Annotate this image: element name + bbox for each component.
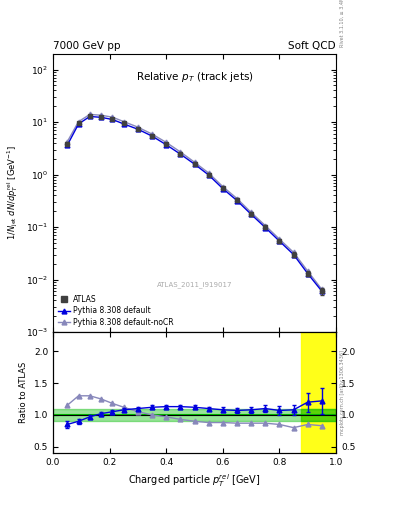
Text: Rivet 3.1.10, ≥ 3.4M events: Rivet 3.1.10, ≥ 3.4M events	[340, 0, 345, 47]
Text: mcplots.cern.ch [arXiv:1306.3436]: mcplots.cern.ch [arXiv:1306.3436]	[340, 350, 345, 435]
Text: 7000 GeV pp: 7000 GeV pp	[53, 41, 121, 51]
Bar	[301, 409, 336, 421]
Y-axis label: Ratio to ATLAS: Ratio to ATLAS	[19, 362, 28, 423]
Text: Soft QCD: Soft QCD	[288, 41, 336, 51]
X-axis label: Charged particle $p_T^{rel}$ [GeV]: Charged particle $p_T^{rel}$ [GeV]	[129, 473, 261, 489]
Text: Relative $p_T$ (track jets): Relative $p_T$ (track jets)	[136, 71, 253, 84]
Bar	[53, 409, 336, 421]
Bar	[301, 332, 336, 453]
Y-axis label: $1/N_\mathrm{jet}$ $dN/dp_T^\mathrm{rel}$ [GeV$^{-1}$]: $1/N_\mathrm{jet}$ $dN/dp_T^\mathrm{rel}…	[6, 145, 20, 241]
Text: ATLAS_2011_I919017: ATLAS_2011_I919017	[157, 282, 232, 288]
Legend: ATLAS, Pythia 8.308 default, Pythia 8.308 default-noCR: ATLAS, Pythia 8.308 default, Pythia 8.30…	[57, 294, 175, 328]
